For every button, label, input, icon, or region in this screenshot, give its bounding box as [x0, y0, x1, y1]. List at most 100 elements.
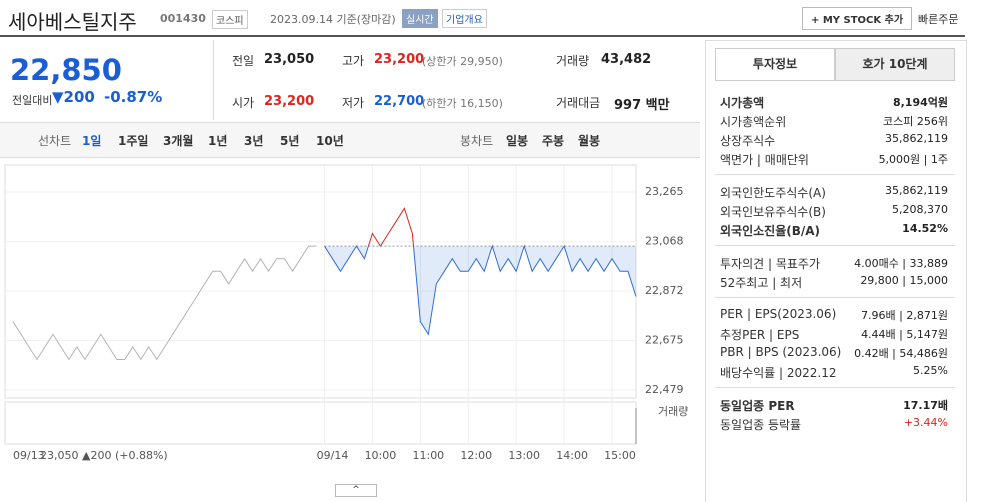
x-tick-label: 12:00 [460, 449, 492, 462]
collapse-toggle[interactable]: ^ [335, 484, 377, 497]
y-tick-label: 22,872 [645, 284, 684, 297]
realtime-badge[interactable]: 실시간 [402, 9, 438, 28]
prev-day-info: 23,050 ▲200 (+0.88%) [40, 449, 168, 462]
stock-code: 001430 [160, 12, 206, 25]
x-tick-label: 15:00 [604, 449, 636, 462]
invest-label: 시가총액순위 [720, 115, 787, 129]
summary-extra: (하한가 16,150) [422, 97, 503, 110]
price-line-up [324, 207, 565, 247]
price-line [12, 245, 317, 361]
summary-value: 22,700 [374, 94, 425, 109]
summary-value: 23,200 [374, 52, 425, 67]
invest-value: 5,000원 | 1주 [878, 153, 948, 166]
summary-value: 997 백만 [614, 98, 670, 113]
invest-value: 코스피 256위 [883, 115, 948, 128]
summary-value: 43,482 [601, 52, 652, 67]
invest-label: 시가총액 [720, 96, 765, 110]
invest-label: PER | EPS(2023.06) [720, 307, 837, 321]
period-tab[interactable]: 3개월 [163, 134, 194, 148]
tab-label: 봉차트 [460, 134, 494, 148]
period-tab[interactable]: 1년 [208, 134, 228, 148]
period-tab[interactable]: 5년 [280, 134, 300, 148]
tab-label: 선차트 [38, 134, 72, 148]
change-rate: -0.87% [104, 88, 163, 106]
period-tab[interactable]: 1주일 [118, 134, 149, 148]
invest-label: 외국인보유주식수(B) [720, 205, 826, 219]
invest-value: +3.44% [903, 416, 948, 429]
period-tab[interactable]: 3년 [244, 134, 264, 148]
invest-label: PBR | BPS (2023.06) [720, 345, 842, 359]
candle-tab[interactable]: 주봉 [542, 134, 565, 148]
change: ▼200 [52, 88, 95, 106]
invest-value: 7.96배 | 2,871원 [861, 309, 948, 322]
invest-value: 14.52% [902, 222, 948, 235]
summary-extra: (상한가 29,950) [422, 55, 503, 68]
invest-label: 동일업종 PER [720, 399, 795, 413]
x-tick-label: 10:00 [365, 449, 397, 462]
invest-value: 5.25% [913, 364, 948, 377]
y-tick-label: 23,068 [645, 235, 684, 248]
period-tab[interactable]: 1일 [82, 134, 102, 148]
y-tick-label: 22,479 [645, 383, 684, 396]
invest-label: 외국인한도주식수(A) [720, 186, 826, 200]
invest-value: 8,194억원 [892, 96, 948, 109]
invest-tab[interactable]: 호가 10단계 [835, 48, 955, 81]
date: 2023.09.14 기준(장마감) [270, 13, 396, 26]
invest-label: 투자의견 | 목표주가 [720, 257, 820, 271]
invest-value: 5,208,370 [892, 203, 948, 216]
candle-tab[interactable]: 일봉 [506, 134, 529, 148]
divider [0, 35, 965, 37]
quick-order[interactable]: 빠른주문 [918, 13, 959, 26]
invest-label: 배당수익률 | 2022.12 [720, 366, 837, 380]
invest-value: 29,800 | 15,000 [860, 274, 948, 287]
price-area [324, 246, 636, 335]
current-price: 22,850 [10, 53, 122, 87]
invest-value: 4.00매수 | 33,889 [854, 257, 948, 270]
chart: 23,265 23,068 22,872 22,675 22,479 09/13 09/14… [4, 164, 688, 462]
invest-value: 35,862,119 [885, 132, 948, 145]
price-line-down [324, 246, 637, 336]
y-tick-label: 22,675 [645, 334, 684, 347]
overview-dropdown[interactable]: 기업개요 [442, 9, 487, 28]
x-tick-label: 09/14 [317, 449, 349, 462]
period-tab[interactable]: 10년 [316, 134, 344, 148]
market-tag: 코스피 [212, 10, 248, 29]
x-tick-label: 14:00 [556, 449, 588, 462]
separator [715, 174, 955, 175]
summary-value: 23,050 [264, 52, 315, 67]
invest-value: 35,862,119 [885, 184, 948, 197]
summary-label: 거래대금 [556, 96, 601, 110]
x-tick-label: 09/13 [13, 449, 45, 462]
invest-tab[interactable]: 투자정보 [715, 48, 835, 81]
tab-bar [0, 122, 700, 158]
candle-tab[interactable]: 월봉 [578, 134, 601, 148]
separator [715, 245, 955, 246]
invest-label: 52주최고 | 최저 [720, 276, 803, 290]
mystock-button[interactable]: + MY STOCK 추가 [802, 7, 913, 30]
stock-name: 세아베스틸지주 [8, 10, 137, 34]
summary-label: 거래량 [556, 54, 590, 68]
x-tick-label: 13:00 [508, 449, 540, 462]
invest-panel [705, 40, 967, 502]
invest-value: 17.17배 [903, 399, 948, 412]
separator [715, 387, 955, 388]
summary-label: 고가 [342, 54, 365, 68]
volume-label: 거래량 [658, 405, 688, 418]
invest-value: 0.42배 | 54,486원 [854, 347, 948, 360]
plot-frame [4, 164, 637, 399]
invest-label: 상장주식수 [720, 134, 776, 148]
summary-label: 전일 [232, 54, 255, 68]
summary-value: 23,200 [264, 94, 315, 109]
summary-label: 저가 [342, 96, 365, 110]
change-label: 전일대비 [12, 94, 53, 107]
separator [715, 297, 955, 298]
invest-value: 4.44배 | 5,147원 [861, 328, 948, 341]
volume-frame [4, 401, 637, 445]
invest-label: 동일업종 등락률 [720, 418, 802, 432]
price-box [0, 40, 214, 120]
invest-label: 액면가 | 매매단위 [720, 153, 809, 167]
invest-label: 외국인소진율(B/A) [720, 224, 821, 238]
invest-label: 추정PER | EPS [720, 328, 800, 342]
x-tick-label: 11:00 [412, 449, 444, 462]
